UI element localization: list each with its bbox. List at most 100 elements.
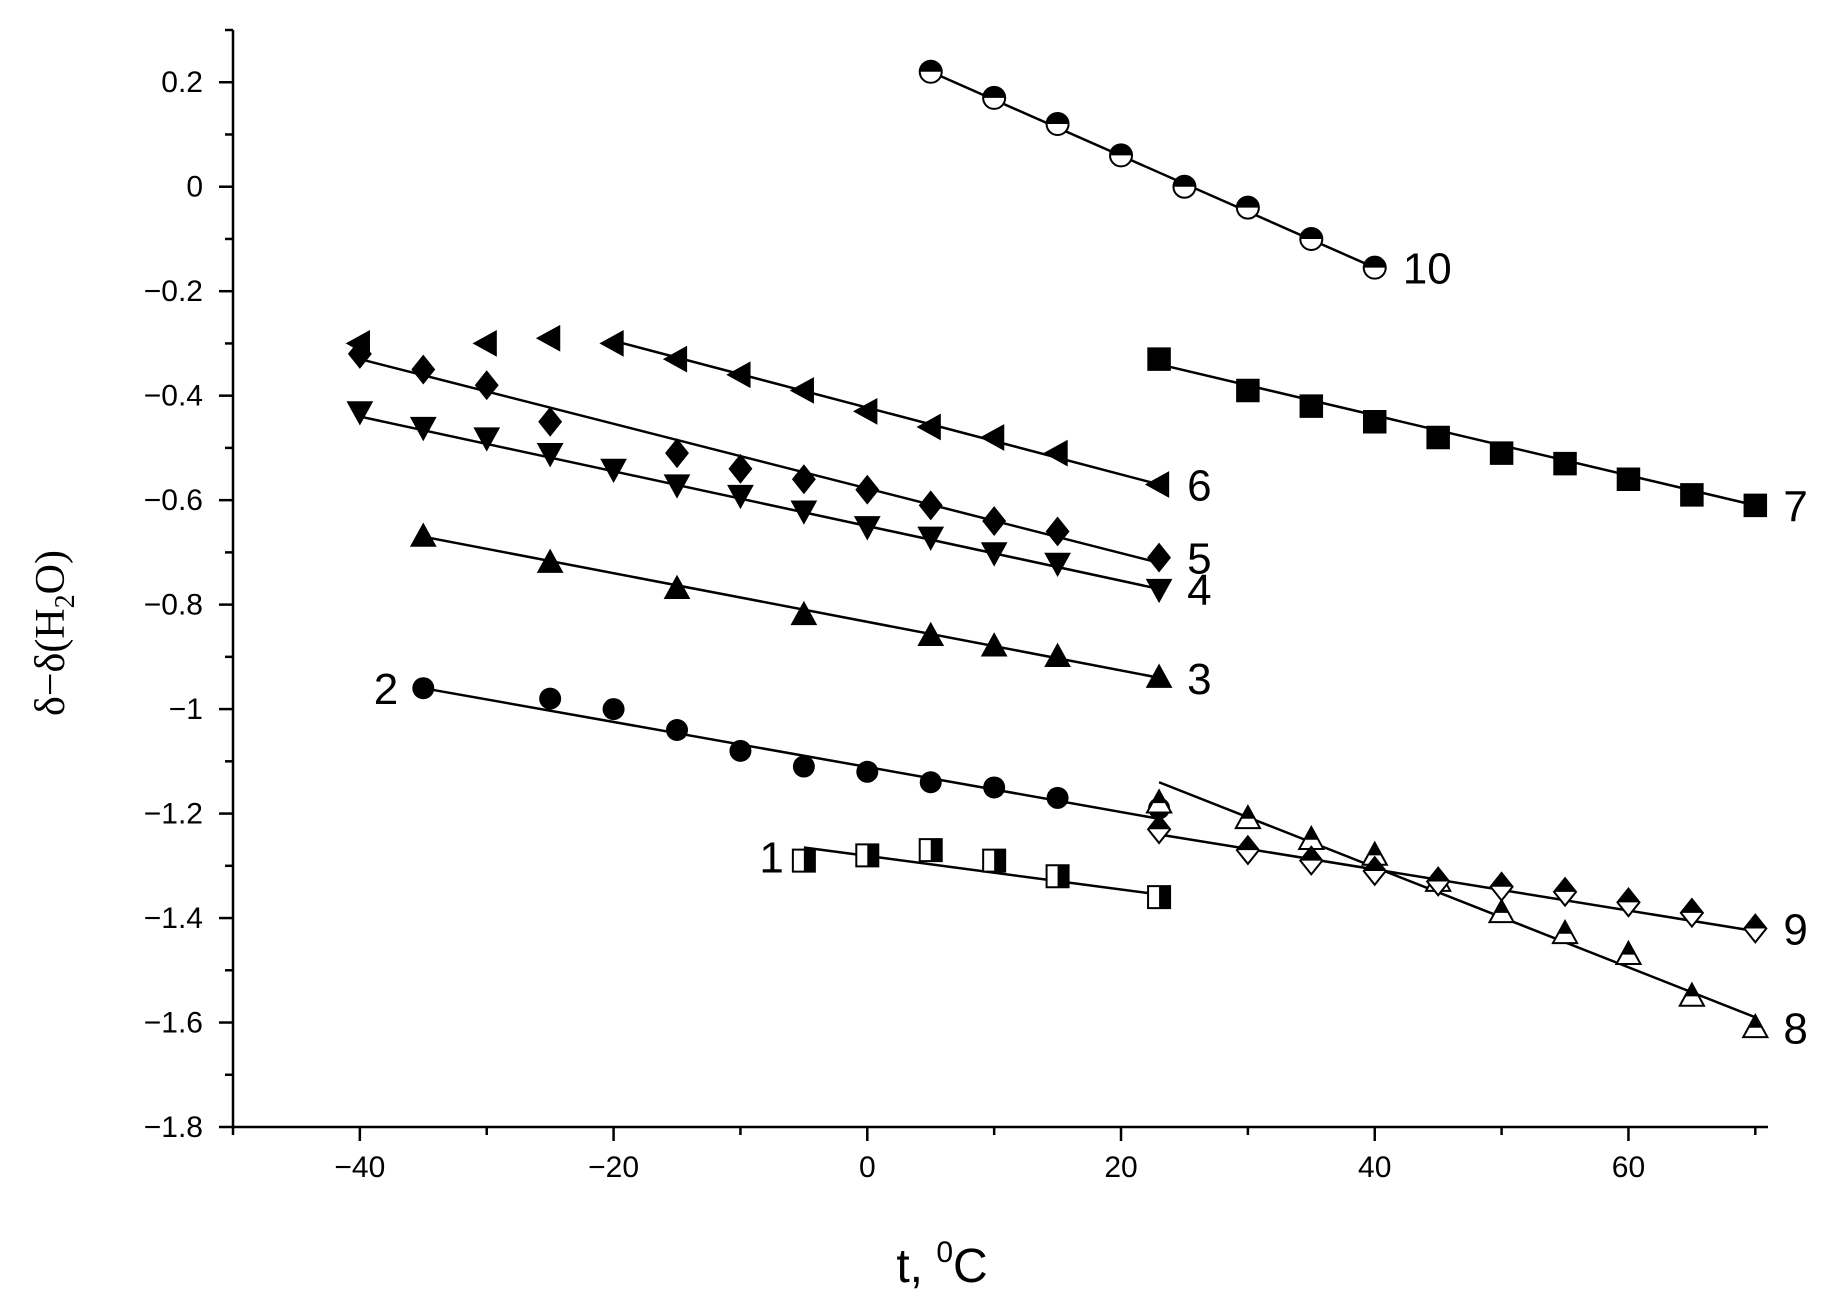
y-tick-label: −0.4	[144, 380, 203, 413]
marker-half-fill	[1554, 878, 1577, 892]
y-tick-label: −0.6	[144, 484, 203, 517]
marker-shape	[1145, 578, 1173, 604]
marker-half-fill	[803, 849, 815, 872]
marker-series-9	[1679, 897, 1705, 929]
y-axis-ticks: 0.2 0 −0.2 −0.4 −0.6 −0.8 −1 −1.2 −1.4 −1.6 −1.8	[144, 28, 233, 1144]
marker-shape	[409, 416, 437, 442]
fit-line-series-2	[423, 686, 1160, 821]
marker-series-3	[663, 574, 691, 600]
marker-series-9	[1362, 855, 1388, 887]
marker-shape	[853, 516, 881, 541]
marker-half-fill	[1152, 790, 1167, 804]
marker-series-7	[1616, 467, 1641, 491]
marker-series-7	[1299, 394, 1324, 418]
marker-half-fill	[1057, 865, 1069, 888]
marker-shape	[1144, 471, 1170, 498]
marker-series-2	[602, 698, 625, 721]
marker-series-4	[853, 516, 881, 541]
marker-series-6	[599, 330, 624, 357]
marker-series-10	[918, 59, 943, 84]
marker-series-6	[789, 377, 814, 404]
marker-series-1	[1045, 864, 1070, 889]
marker-series-10	[1362, 255, 1387, 280]
marker-series-10	[1172, 174, 1197, 199]
marker-series-5	[1147, 542, 1172, 573]
marker-shape	[1743, 493, 1768, 518]
marker-shape	[1045, 516, 1070, 547]
marker-shape	[791, 464, 816, 495]
y-tick-label: −1	[169, 693, 203, 726]
marker-shape	[919, 771, 942, 794]
marker-shape	[536, 548, 564, 573]
marker-half-fill	[1490, 872, 1513, 887]
marker-shape	[1426, 425, 1450, 450]
marker-series-5	[982, 506, 1007, 536]
marker-half-fill	[1046, 113, 1069, 125]
marker-series-9	[1743, 913, 1768, 944]
marker-series-9	[1235, 834, 1261, 866]
marker-shape	[1616, 467, 1641, 491]
marker-series-2	[1046, 786, 1069, 809]
marker-shape	[728, 453, 753, 484]
marker-series-2	[729, 739, 752, 762]
marker-series-9	[1299, 845, 1324, 876]
marker-series-4	[346, 401, 374, 426]
marker-series-4	[473, 427, 501, 452]
marker-half-fill	[1240, 806, 1255, 819]
marker-shape	[663, 574, 691, 600]
marker-series-10	[982, 85, 1007, 110]
y-tick-label: −1.4	[144, 902, 203, 935]
marker-series-4	[790, 500, 818, 525]
marker-series-1	[918, 838, 943, 863]
fit-line-series-8	[1158, 781, 1756, 1019]
marker-series-2	[666, 718, 689, 741]
y-tick-label: −1.2	[144, 798, 203, 831]
series-label-5: 5	[1187, 535, 1211, 584]
marker-half-fill	[1148, 815, 1171, 830]
marker-shape	[979, 424, 1005, 451]
marker-shape	[663, 474, 691, 499]
marker-series-8	[1614, 939, 1643, 965]
marker-half-fill	[994, 849, 1006, 872]
y-tick-label: 0	[186, 171, 203, 204]
marker-series-3	[409, 522, 437, 547]
marker-series-7	[1236, 378, 1260, 403]
marker-series-10	[1109, 143, 1134, 168]
marker-series-2	[983, 776, 1006, 799]
marker-shape	[727, 484, 754, 510]
marker-series-5	[411, 354, 436, 385]
marker-shape	[535, 324, 561, 352]
y-tick-label: 0.2	[161, 66, 203, 99]
marker-series-6	[979, 424, 1005, 451]
marker-shape	[662, 345, 688, 373]
marker-series-6	[1043, 439, 1068, 467]
series-label-1: 1	[759, 834, 783, 883]
marker-half-fill	[1494, 900, 1509, 913]
marker-half-fill	[1367, 842, 1382, 856]
marker-shape	[1362, 410, 1387, 434]
marker-shape	[472, 330, 497, 357]
marker-shape	[983, 776, 1006, 799]
marker-series-9	[1146, 813, 1172, 845]
y-tick-label: −1.6	[144, 1007, 203, 1040]
marker-shape	[853, 397, 878, 425]
marker-series-6	[916, 413, 941, 441]
marker-half-fill	[919, 60, 942, 72]
marker-half-fill	[1110, 144, 1133, 156]
series-label-3: 3	[1187, 655, 1211, 704]
marker-half-fill	[1748, 1015, 1763, 1028]
y-axis-title: δ−δ(H2O)	[28, 550, 81, 716]
marker-half-fill	[1304, 827, 1319, 840]
y-tick-label: −0.2	[144, 275, 203, 308]
plot-area: −40 −20 0 20 40 60 0.2 0 −0.2 −0.4 −0.6 −0.8 −1 −1.2…	[144, 28, 1808, 1184]
marker-shape	[1147, 542, 1172, 573]
marker-shape	[916, 413, 941, 441]
marker-shape	[1489, 441, 1514, 465]
marker-shape	[789, 377, 814, 404]
marker-shape	[346, 401, 374, 426]
marker-series-2	[412, 677, 435, 700]
marker-series-1	[982, 848, 1007, 873]
marker-shape	[411, 354, 436, 385]
marker-series-5	[855, 474, 880, 505]
